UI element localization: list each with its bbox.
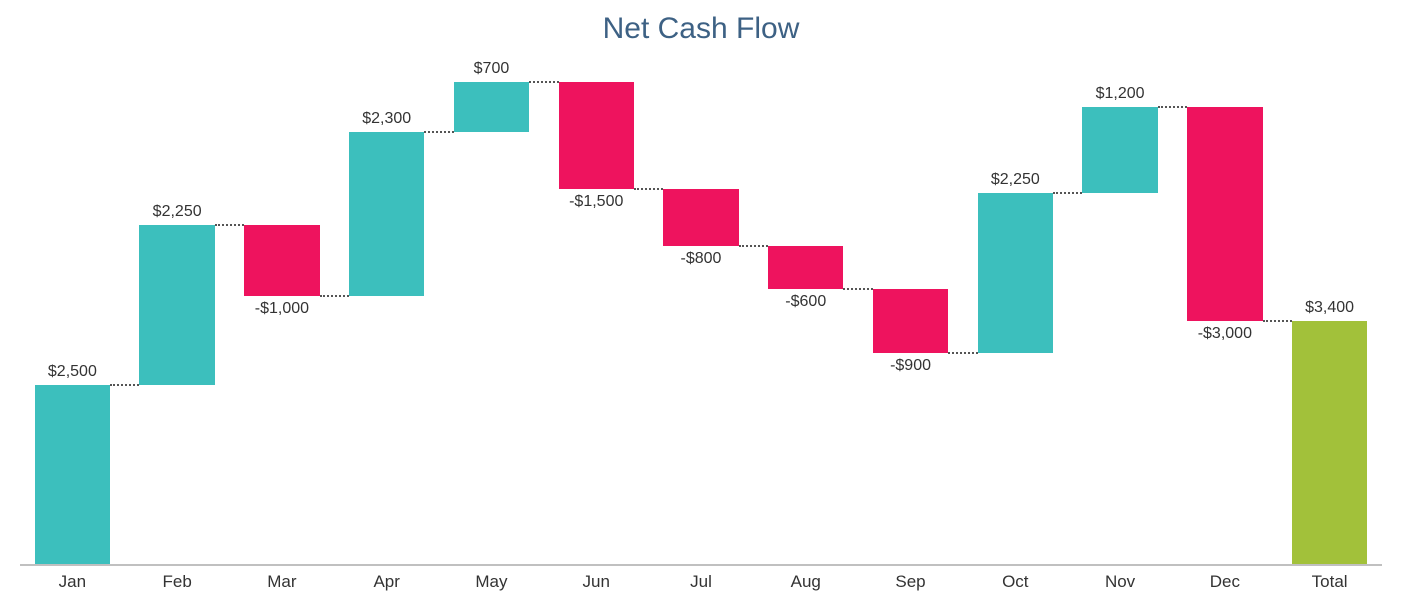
- bar-label-aug: -$600: [753, 293, 858, 311]
- bar-label-dec: -$3,000: [1172, 325, 1277, 343]
- bar-apr: [349, 132, 424, 296]
- x-axis-label-jul: Jul: [649, 572, 754, 592]
- connector: [110, 384, 139, 386]
- x-axis-labels: JanFebMarAprMayJunJulAugSepOctNovDecTota…: [20, 572, 1382, 602]
- connector: [1263, 320, 1292, 322]
- bar-nov: [1082, 107, 1157, 193]
- x-axis-label-jan: Jan: [20, 572, 125, 592]
- x-axis-label-dec: Dec: [1172, 572, 1277, 592]
- x-axis-label-nov: Nov: [1068, 572, 1173, 592]
- x-axis-label-aug: Aug: [753, 572, 858, 592]
- connector: [320, 295, 349, 297]
- connector: [1053, 192, 1082, 194]
- bar-jun: [559, 82, 634, 189]
- bar-jan: [35, 385, 110, 564]
- connector: [424, 131, 453, 133]
- bar-label-may: $700: [439, 60, 544, 78]
- bar-label-oct: $2,250: [963, 171, 1068, 189]
- connector: [739, 245, 768, 247]
- chart-title: Net Cash Flow: [0, 0, 1402, 54]
- x-axis-label-may: May: [439, 572, 544, 592]
- bar-label-feb: $2,250: [125, 203, 230, 221]
- bar-mar: [244, 225, 319, 296]
- bar-oct: [978, 193, 1053, 354]
- x-axis-label-apr: Apr: [334, 572, 439, 592]
- x-axis-label-total: Total: [1277, 572, 1382, 592]
- bar-label-apr: $2,300: [334, 110, 439, 128]
- connector: [215, 224, 244, 226]
- bar-label-jan: $2,500: [20, 363, 125, 381]
- plot-area: $2,500$2,250-$1,000$2,300$700-$1,500-$80…: [20, 64, 1382, 566]
- x-axis-label-oct: Oct: [963, 572, 1068, 592]
- bar-may: [454, 82, 529, 132]
- bar-label-jun: -$1,500: [544, 193, 649, 211]
- x-axis-label-sep: Sep: [858, 572, 963, 592]
- connector: [634, 188, 663, 190]
- bar-label-total: $3,400: [1277, 299, 1382, 317]
- waterfall-chart: Net Cash Flow $2,500 $2,250 -$1,000 $2,300 $…: [0, 0, 1402, 612]
- bar-jul: [663, 189, 738, 246]
- bar-feb: [139, 225, 214, 386]
- connector: [843, 288, 872, 290]
- connector: [1158, 106, 1187, 108]
- x-axis-label-feb: Feb: [125, 572, 230, 592]
- bar-dec: [1187, 107, 1262, 321]
- connector: [529, 81, 558, 83]
- bar-label-sep: -$900: [858, 357, 963, 375]
- bar-aug: [768, 246, 843, 289]
- bar-label-jul: -$800: [649, 250, 754, 268]
- bar-total: [1292, 321, 1367, 564]
- connector: [948, 352, 977, 354]
- bar-label-mar: -$1,000: [230, 300, 335, 318]
- x-axis-label-jun: Jun: [544, 572, 649, 592]
- x-axis-label-mar: Mar: [230, 572, 335, 592]
- bar-sep: [873, 289, 948, 353]
- bar-label-nov: $1,200: [1068, 85, 1173, 103]
